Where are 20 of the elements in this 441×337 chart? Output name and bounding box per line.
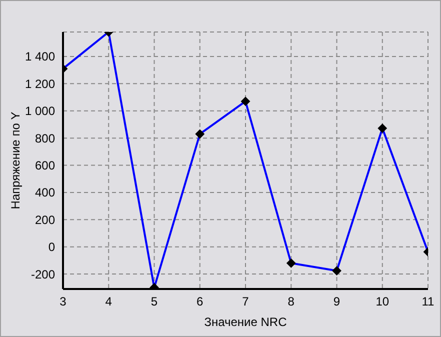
y-tick-label: 200 <box>34 212 56 227</box>
x-tick-label: 10 <box>376 294 390 309</box>
y-tick-label: 0 <box>48 240 56 254</box>
x-tick-label: 9 <box>333 294 340 309</box>
y-tick-label: 1 400 <box>24 50 56 64</box>
x-axis-title: Значение NRC <box>204 315 288 329</box>
x-tick-label: 5 <box>150 294 158 309</box>
y-tick-label: 800 <box>34 131 56 146</box>
x-tick-label: 6 <box>196 294 204 309</box>
y-tick-label: 600 <box>34 158 56 173</box>
x-tick-label: 7 <box>242 294 250 309</box>
y-axis-title: Напряжение по Y <box>8 112 22 210</box>
y-tick-label: -200 <box>30 267 56 282</box>
x-tick-label: 8 <box>288 294 295 309</box>
y-tick-label: 1 200 <box>24 76 56 91</box>
x-tick-label: 3 <box>60 294 67 309</box>
y-tick-label: 1 000 <box>24 104 56 118</box>
x-tick-label: 4 <box>105 294 112 309</box>
y-tick-label: 400 <box>34 186 56 200</box>
x-tick-label: 11 <box>422 294 435 309</box>
